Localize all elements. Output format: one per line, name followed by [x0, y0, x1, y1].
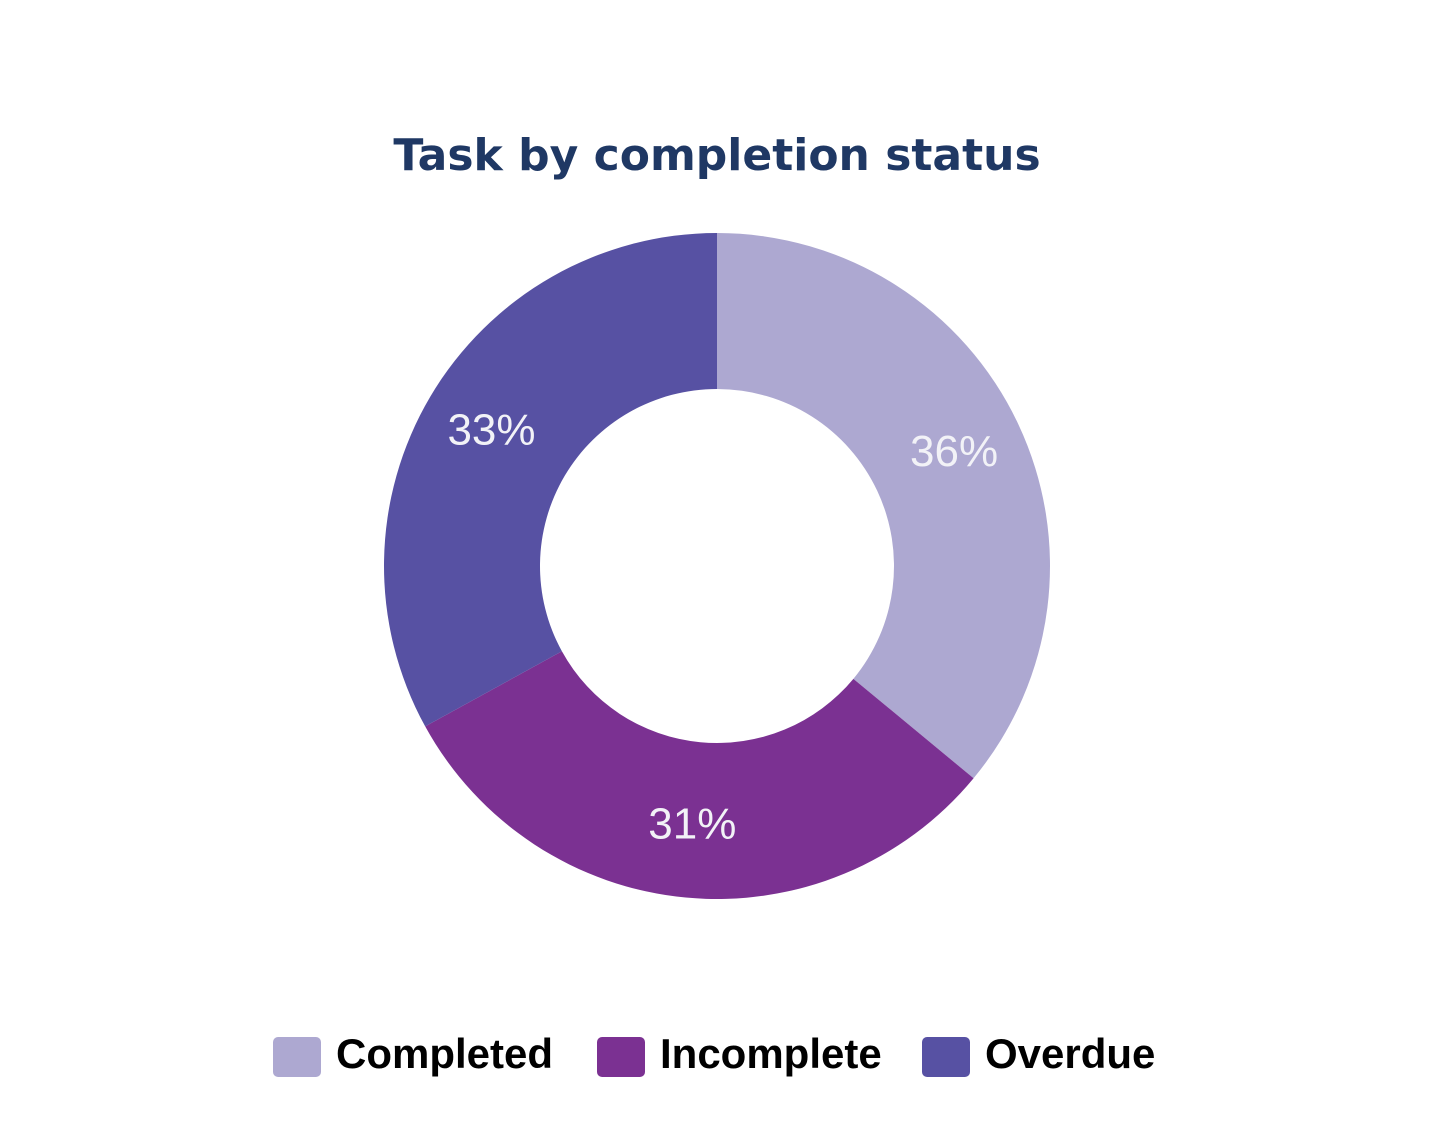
data-label: 33% [447, 405, 535, 454]
chart-title: Task by completion status [393, 130, 1040, 181]
legend-swatch [922, 1037, 970, 1077]
donut-slice [425, 651, 974, 899]
donut-slice [383, 233, 717, 727]
data-label: 31% [648, 799, 736, 848]
legend-label: Completed [336, 1030, 553, 1077]
legend-swatch [273, 1037, 321, 1077]
legend-swatch [597, 1037, 645, 1077]
legend-label: Overdue [985, 1030, 1155, 1077]
data-label: 36% [910, 427, 998, 476]
legend-label: Incomplete [660, 1030, 882, 1077]
donut-slice [717, 233, 1051, 779]
